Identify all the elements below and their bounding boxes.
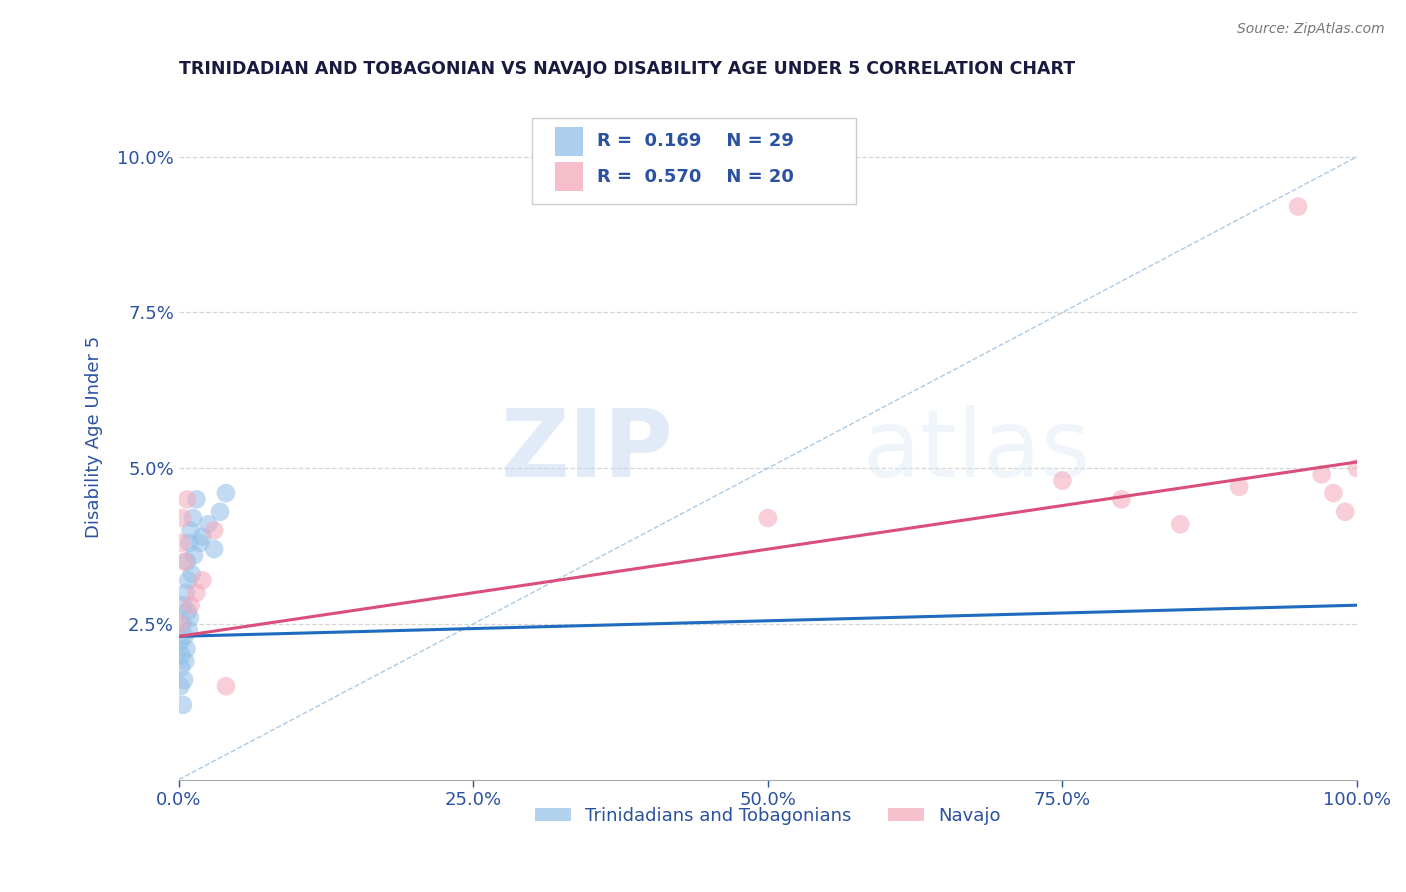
Text: ZIP: ZIP	[501, 405, 673, 497]
Point	[169, 679, 191, 693]
Point	[186, 492, 208, 507]
Point	[183, 549, 205, 563]
Point	[188, 536, 211, 550]
Point	[179, 610, 201, 624]
Point	[1286, 200, 1309, 214]
Point	[215, 486, 238, 500]
Point	[173, 555, 195, 569]
Legend: Trinidadians and Tobagonians, Navajo: Trinidadians and Tobagonians, Navajo	[527, 800, 1008, 832]
Point	[172, 511, 194, 525]
Point	[170, 648, 193, 662]
Point	[176, 555, 198, 569]
Point	[173, 598, 195, 612]
Point	[169, 635, 191, 649]
Point	[170, 660, 193, 674]
FancyBboxPatch shape	[554, 127, 583, 156]
Text: R =  0.169    N = 29: R = 0.169 N = 29	[598, 132, 794, 151]
Point	[174, 654, 197, 668]
Point	[176, 641, 198, 656]
Point	[174, 586, 197, 600]
Point	[215, 679, 238, 693]
Text: TRINIDADIAN AND TOBAGONIAN VS NAVAJO DISABILITY AGE UNDER 5 CORRELATION CHART: TRINIDADIAN AND TOBAGONIAN VS NAVAJO DIS…	[179, 60, 1076, 78]
Point	[180, 524, 202, 538]
Point	[173, 673, 195, 687]
FancyBboxPatch shape	[533, 119, 856, 204]
Point	[1310, 467, 1333, 482]
Point	[172, 698, 194, 712]
Point	[180, 567, 202, 582]
Text: R =  0.570    N = 20: R = 0.570 N = 20	[598, 168, 794, 186]
Point	[172, 616, 194, 631]
Point	[1111, 492, 1133, 507]
Text: atlas: atlas	[862, 405, 1091, 497]
Point	[208, 505, 231, 519]
Point	[169, 616, 191, 631]
Point	[191, 574, 214, 588]
Point	[202, 542, 225, 557]
Point	[197, 517, 219, 532]
Point	[181, 511, 204, 525]
Point	[186, 586, 208, 600]
Point	[173, 629, 195, 643]
Point	[191, 530, 214, 544]
FancyBboxPatch shape	[554, 162, 583, 191]
Point	[170, 536, 193, 550]
Point	[1322, 486, 1344, 500]
Text: Source: ZipAtlas.com: Source: ZipAtlas.com	[1237, 22, 1385, 37]
Point	[1346, 461, 1368, 475]
Point	[177, 574, 200, 588]
Y-axis label: Disability Age Under 5: Disability Age Under 5	[86, 336, 103, 538]
Point	[1227, 480, 1250, 494]
Point	[1168, 517, 1191, 532]
Point	[176, 492, 198, 507]
Point	[180, 598, 202, 612]
Point	[1334, 505, 1357, 519]
Point	[179, 536, 201, 550]
Point	[177, 623, 200, 637]
Point	[202, 524, 225, 538]
Point	[176, 604, 198, 618]
Point	[756, 511, 779, 525]
Point	[1052, 474, 1074, 488]
